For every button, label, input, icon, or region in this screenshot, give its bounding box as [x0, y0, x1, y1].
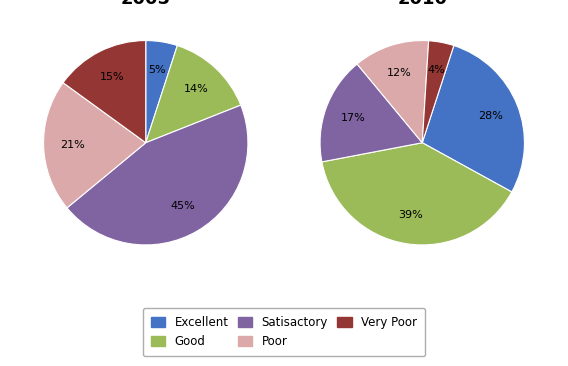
Wedge shape [67, 105, 248, 245]
Wedge shape [146, 45, 241, 143]
Wedge shape [357, 41, 429, 143]
Title: 2010: 2010 [397, 0, 447, 8]
Text: 39%: 39% [398, 210, 423, 220]
Wedge shape [422, 45, 524, 192]
Text: 12%: 12% [387, 68, 412, 78]
Wedge shape [44, 83, 146, 208]
Wedge shape [322, 143, 512, 245]
Text: 45%: 45% [171, 201, 195, 211]
Text: 15%: 15% [100, 72, 124, 82]
Wedge shape [422, 41, 454, 143]
Text: 21%: 21% [60, 140, 85, 150]
Wedge shape [63, 41, 146, 143]
Text: 5%: 5% [148, 65, 166, 75]
Title: 2005: 2005 [121, 0, 171, 8]
Legend: Excellent, Good, Satisactory, Poor, Very Poor: Excellent, Good, Satisactory, Poor, Very… [143, 308, 425, 356]
Wedge shape [146, 41, 177, 143]
Wedge shape [320, 64, 422, 162]
Text: 28%: 28% [478, 111, 503, 121]
Text: 14%: 14% [183, 84, 208, 94]
Text: 4%: 4% [427, 66, 445, 75]
Text: 17%: 17% [341, 113, 365, 123]
